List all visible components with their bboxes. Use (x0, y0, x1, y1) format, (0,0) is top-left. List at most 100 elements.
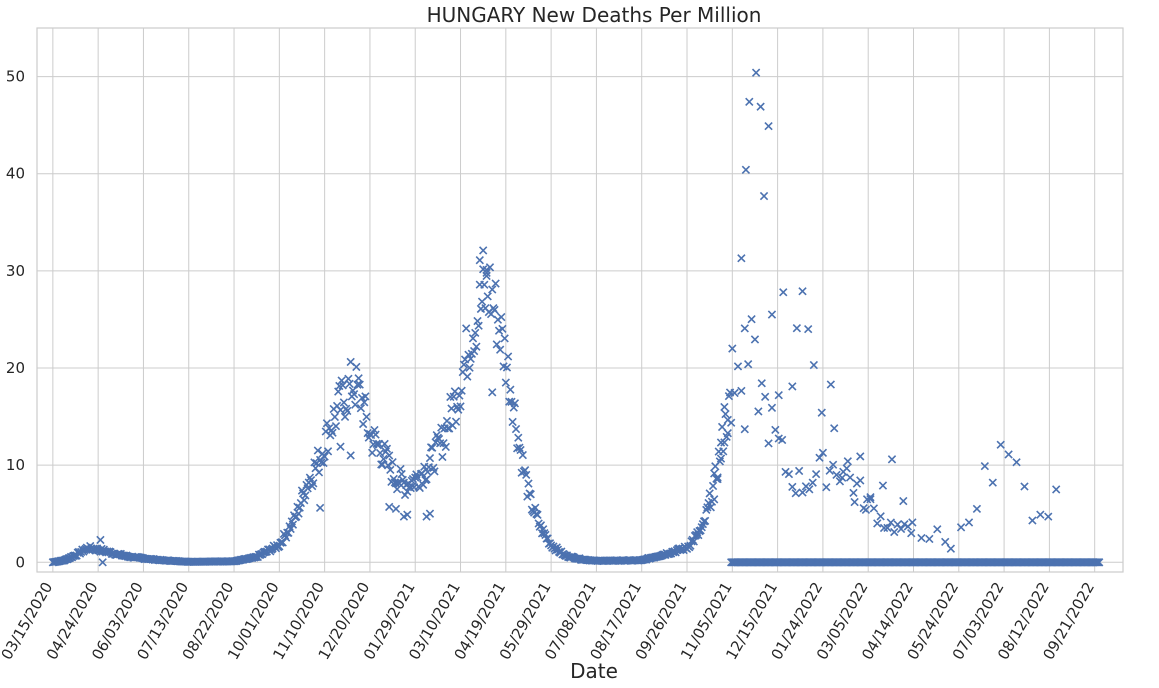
data-point (899, 496, 908, 506)
data-point (503, 352, 513, 361)
data-point (391, 504, 401, 514)
data-point (946, 544, 956, 553)
data-point (710, 495, 719, 504)
data-point (777, 435, 787, 445)
data-point (328, 428, 337, 437)
data-point (817, 408, 826, 417)
data-point (522, 470, 531, 480)
data-point (822, 483, 831, 492)
data-point (371, 430, 380, 439)
data-point (506, 385, 515, 394)
data-point (980, 461, 990, 471)
data-point (964, 518, 974, 527)
data-point (843, 457, 852, 466)
grid (37, 28, 1123, 572)
data-point (353, 380, 362, 389)
data-point (832, 470, 841, 480)
data-point (809, 360, 819, 370)
data-point (716, 454, 726, 463)
data-point (323, 447, 333, 456)
data-point (830, 424, 839, 433)
data-point (465, 363, 474, 372)
data-point (488, 285, 497, 294)
y-tick-label: 10 (6, 456, 25, 474)
data-point (483, 292, 492, 301)
data-point (331, 421, 341, 431)
data-point (811, 469, 821, 479)
data-point (876, 512, 885, 521)
data-point (1004, 450, 1013, 459)
data-point (469, 346, 479, 356)
y-tick-label: 40 (6, 165, 25, 183)
y-tick-label: 20 (6, 359, 25, 377)
data-point (309, 479, 318, 488)
data-point (354, 374, 363, 383)
data-point (425, 453, 435, 463)
data-point (818, 448, 828, 457)
y-axis-ticks: 0 10 20 30 40 50 (6, 68, 25, 572)
data-point (488, 388, 497, 397)
data-point (330, 412, 339, 422)
data-point (798, 488, 807, 497)
data-point (988, 478, 997, 487)
data-point (771, 425, 780, 435)
data-point (386, 465, 395, 475)
data-point (288, 520, 298, 529)
data-point (893, 520, 902, 529)
data-point (705, 489, 714, 498)
data-point (878, 481, 888, 490)
data-point (727, 418, 736, 427)
data-point (713, 474, 722, 484)
data-point (430, 467, 439, 476)
data-point (956, 523, 966, 532)
data-point (322, 419, 332, 428)
data-point (828, 460, 838, 469)
data-point (508, 417, 517, 427)
data-point (379, 454, 388, 464)
data-point (856, 476, 865, 485)
data-point (526, 490, 535, 499)
data-point (462, 324, 471, 333)
data-point (750, 335, 760, 344)
data-point (475, 256, 484, 265)
data-point (740, 425, 749, 434)
plot-frame (36, 27, 1124, 573)
data-point (798, 287, 807, 296)
data-point (972, 504, 982, 514)
data-point (741, 165, 751, 174)
data-point (358, 419, 368, 429)
data-point (757, 379, 766, 388)
data-point (286, 524, 295, 534)
data-point (907, 529, 916, 538)
data-point (482, 265, 491, 275)
data-point (883, 523, 892, 533)
data-point (518, 450, 527, 460)
data-point (751, 68, 761, 77)
data-point (713, 473, 722, 482)
data-point (403, 510, 412, 519)
data-point (760, 392, 770, 401)
data-point (96, 535, 105, 545)
data-point (480, 280, 489, 289)
data-point (422, 475, 431, 484)
data-point (842, 464, 851, 473)
data-point (784, 469, 794, 479)
data-point (479, 246, 488, 255)
data-point (730, 388, 739, 398)
data-point (879, 523, 889, 533)
data-point (497, 312, 506, 322)
data-point (835, 477, 845, 486)
x-axis-ticks: 03/15/202004/24/202006/03/202007/13/2020… (0, 579, 1098, 663)
data-point (1020, 482, 1029, 491)
data-point (471, 328, 480, 338)
data-point (1036, 510, 1045, 519)
data-point (720, 438, 729, 447)
data-point (305, 473, 315, 482)
data-point (428, 443, 437, 452)
data-point (759, 191, 769, 201)
data-point (495, 345, 505, 354)
data-point (826, 380, 835, 389)
data-point (338, 381, 347, 390)
data-point (996, 440, 1005, 449)
data-point (756, 102, 765, 111)
